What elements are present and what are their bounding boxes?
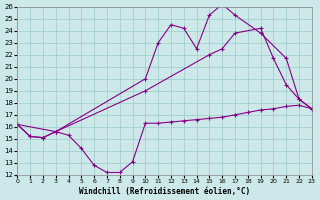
X-axis label: Windchill (Refroidissement éolien,°C): Windchill (Refroidissement éolien,°C) (79, 187, 250, 196)
